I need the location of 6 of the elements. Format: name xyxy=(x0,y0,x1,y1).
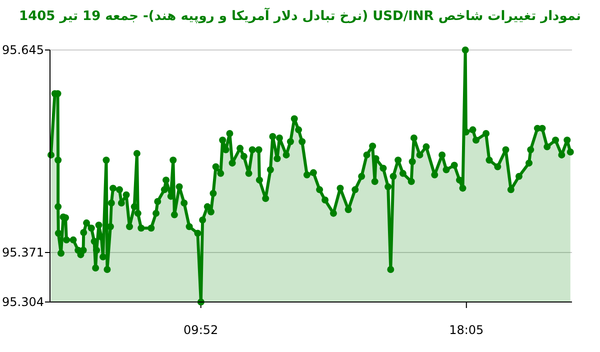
x-tick-label: 18:05 xyxy=(449,323,484,337)
chart-title: نمودار تغییرات شاخص USD/INR (نرخ تبادل دلار آمریکا و روپیه هند)- جمعه 19 تیر 1405 xyxy=(19,7,581,24)
x-tick-label: 09:52 xyxy=(184,323,218,337)
y-tick-label: 95.645 xyxy=(2,43,44,57)
y-tick-label: 95.304 xyxy=(2,295,44,309)
y-tick-label: 95.371 xyxy=(2,245,44,260)
